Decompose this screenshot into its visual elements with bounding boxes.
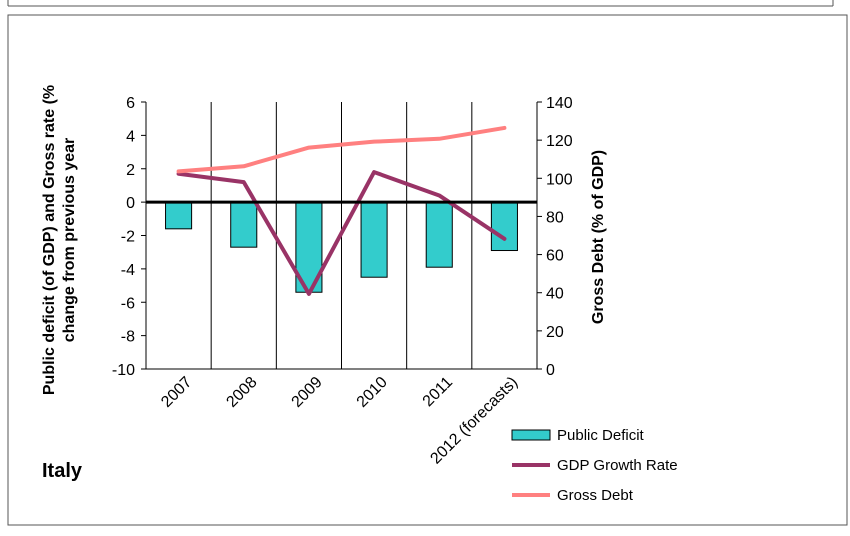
y-tick-label: -4 [121,262,135,279]
x-tick-label: 2010 [354,374,391,411]
y2-axis-title: Gross Debt (% of GDP) [590,150,607,324]
y2-tick-label: 20 [546,324,564,341]
legend-label-gross-debt: Gross Debt [557,487,634,504]
y-tick-label: -2 [121,229,135,246]
legend-label-gdp-growth: GDP Growth Rate [557,457,678,474]
x-tick-label: 2009 [289,374,326,411]
x-tick-label: 2008 [223,374,260,411]
y-tick-label: 2 [126,162,135,179]
y2-tick-label: 140 [546,95,573,112]
bar-public-deficit [230,201,258,248]
y2-tick-label: 0 [546,362,555,379]
y2-tick-label: 40 [546,286,564,303]
y-axis-title-line1: Public deficit (of GDP) and Gross rate (… [41,85,58,395]
y2-ticks: 140 120 100 80 60 40 20 0 [537,95,573,379]
bar-public-deficit [490,201,518,252]
line-gross-debt [176,125,507,174]
y2-tick-label: 80 [546,209,564,226]
chart-frame [7,14,848,526]
y2-tick-label: 120 [546,133,573,150]
y-tick-label: -6 [121,295,135,312]
country-label: Italy [42,460,83,482]
legend-label-public-deficit: Public Deficit [557,427,645,444]
bar-public-deficit [425,201,453,268]
y2-tick-label: 60 [546,248,564,265]
x-tick-label: 2011 [420,374,456,410]
bar-public-deficit [360,201,388,278]
y-tick-label: 4 [126,128,135,145]
x-tick-label: 2007 [158,374,195,411]
y-tick-label: 6 [126,95,135,112]
legend: Public Deficit GDP Growth Rate Gross Deb… [511,427,678,504]
y-ticks: 6 4 2 0 -2 -4 -6 -8 -10 [112,95,146,379]
bar-public-deficit [165,201,193,230]
legend-swatch-public-deficit [511,429,551,441]
y-axis-title-line2: change from previous year [61,138,78,343]
y-tick-label: -8 [121,329,135,346]
y2-tick-label: 100 [546,171,573,188]
y-tick-label: -10 [112,362,135,379]
y-tick-label: 0 [126,195,135,212]
